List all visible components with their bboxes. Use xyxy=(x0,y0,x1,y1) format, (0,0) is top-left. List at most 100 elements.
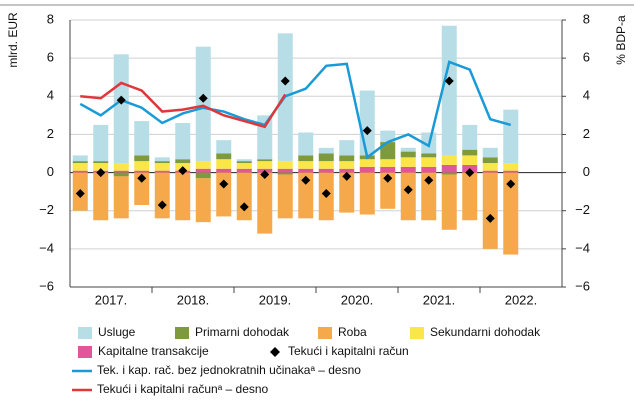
bar-segment xyxy=(257,115,273,160)
legend-swatch xyxy=(175,327,189,339)
y2-tick-label: −2 xyxy=(575,202,590,217)
bar-segment xyxy=(339,168,355,173)
x-year-label: 2017. xyxy=(95,292,128,307)
diamond-marker xyxy=(239,202,249,212)
bar-segment xyxy=(257,161,273,169)
bar-segment xyxy=(359,90,375,156)
bar-segment xyxy=(236,159,252,162)
legend-label: Kapitalne transakcije xyxy=(98,344,209,358)
legend-diamond xyxy=(270,347,280,357)
bar-segment xyxy=(277,168,293,173)
diamond-marker xyxy=(403,185,413,195)
bar-segment xyxy=(113,54,129,164)
bar-segment xyxy=(339,161,355,169)
bar-segment xyxy=(380,172,396,209)
bar-segment xyxy=(400,151,416,158)
legend-label: Sekundarni dohodak xyxy=(430,325,541,339)
bar-segment xyxy=(462,124,478,150)
diamond-marker xyxy=(485,213,495,223)
bar-segment xyxy=(298,168,314,173)
bar-segment xyxy=(503,170,519,173)
diamond-marker xyxy=(219,179,229,189)
diamond-marker xyxy=(506,179,516,189)
bar-segment xyxy=(277,161,293,169)
bar-segment xyxy=(154,161,170,164)
bar-segment xyxy=(298,161,314,169)
bar-segment xyxy=(113,172,129,177)
bar-segment xyxy=(236,172,252,221)
bar-segment xyxy=(154,163,170,171)
y-tick-label: −2 xyxy=(39,202,54,217)
bar-segment xyxy=(72,161,88,164)
y2-tick-label: −6 xyxy=(575,278,590,293)
y-tick-label: 2 xyxy=(47,126,54,141)
bar-segment xyxy=(503,109,519,164)
bar-segment xyxy=(298,155,314,162)
bar-segment xyxy=(318,153,334,162)
bar-segment xyxy=(93,161,109,164)
bar-segment xyxy=(359,159,375,167)
y-tick-label: 6 xyxy=(47,50,54,65)
bar-segment xyxy=(93,124,109,162)
y2-axis-label: % BDP-a xyxy=(614,15,628,65)
legend-label: Roba xyxy=(338,325,367,339)
legend-label: Tek. i kap. rač. bez jednokratnih učinak… xyxy=(97,363,361,377)
bar-segment xyxy=(359,172,375,215)
bar-segment xyxy=(421,157,437,167)
bar-segment xyxy=(339,155,355,162)
bar-segment xyxy=(154,172,170,219)
bar-segment xyxy=(134,155,150,162)
bar-segment xyxy=(236,161,252,164)
bar-segment xyxy=(257,172,273,234)
bar-segment xyxy=(195,161,211,169)
diamond-marker xyxy=(178,166,188,176)
x-year-label: 2019. xyxy=(259,292,292,307)
legend-swatch xyxy=(78,346,92,358)
bar-segment xyxy=(93,163,109,171)
bar-segment xyxy=(482,157,498,164)
bar-segment xyxy=(462,149,478,156)
bar-segment xyxy=(175,159,191,164)
diamond-marker xyxy=(383,173,393,183)
bar-segment xyxy=(236,163,252,169)
y-tick-label: 4 xyxy=(47,88,54,103)
bar-segment xyxy=(216,153,232,160)
bar-segment xyxy=(257,159,273,162)
diamond-marker xyxy=(198,93,208,103)
y-tick-label: 0 xyxy=(47,164,54,179)
diamond-marker xyxy=(280,76,290,86)
diamond-marker xyxy=(157,200,167,210)
bar-segment xyxy=(175,122,191,160)
bar-segment xyxy=(113,163,129,171)
bar-segment xyxy=(134,172,150,205)
bar-segment xyxy=(134,161,150,171)
diamond-marker xyxy=(465,168,475,178)
bar-segment xyxy=(359,166,375,173)
y-tick-label: −6 xyxy=(39,278,54,293)
bar-segment xyxy=(175,172,191,221)
bar-segment xyxy=(441,155,457,165)
diamond-marker xyxy=(96,168,106,178)
y2-tick-label: 6 xyxy=(583,50,590,65)
bar-segment xyxy=(380,159,396,167)
legend-swatch xyxy=(410,327,424,339)
y2-tick-label: 4 xyxy=(583,88,590,103)
bar-segment xyxy=(298,132,314,156)
bar-segment xyxy=(72,155,88,162)
bar-segment xyxy=(400,166,416,173)
diamond-marker xyxy=(424,175,434,185)
bar-segment xyxy=(339,172,355,213)
bar-segment xyxy=(154,157,170,162)
diamond-marker xyxy=(342,171,352,181)
bar-segment xyxy=(441,164,457,173)
bar-segment xyxy=(421,172,437,221)
bar-segment xyxy=(113,170,129,173)
bar-segment xyxy=(134,121,150,156)
bar-segment xyxy=(216,172,232,217)
bar-segment xyxy=(236,168,252,173)
bar-segment xyxy=(400,172,416,221)
y2-tick-label: 2 xyxy=(583,126,590,141)
x-year-label: 2022. xyxy=(505,292,538,307)
diamond-marker xyxy=(137,173,147,183)
